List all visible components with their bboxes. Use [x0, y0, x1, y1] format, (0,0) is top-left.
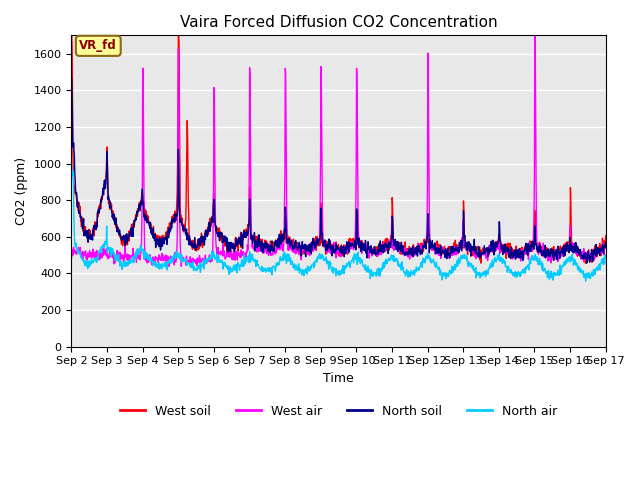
- Legend: West soil, West air, North soil, North air: West soil, West air, North soil, North a…: [115, 400, 562, 423]
- Y-axis label: CO2 (ppm): CO2 (ppm): [15, 157, 28, 225]
- Title: Vaira Forced Diffusion CO2 Concentration: Vaira Forced Diffusion CO2 Concentration: [180, 15, 497, 30]
- Text: VR_fd: VR_fd: [79, 39, 117, 52]
- X-axis label: Time: Time: [323, 372, 354, 385]
